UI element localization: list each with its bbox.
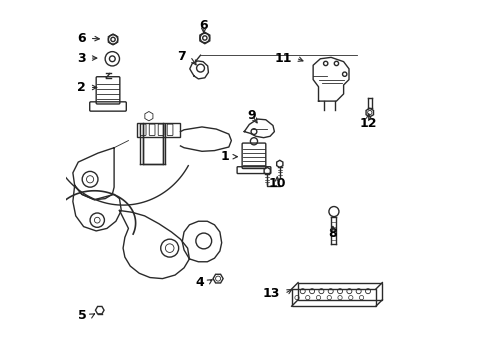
Text: 2: 2 <box>76 81 85 94</box>
Text: 10: 10 <box>269 177 286 190</box>
Text: 9: 9 <box>248 109 256 122</box>
Bar <box>292 289 376 306</box>
Text: 3: 3 <box>77 51 85 64</box>
Text: 13: 13 <box>263 287 280 300</box>
Bar <box>137 123 180 137</box>
Text: 6: 6 <box>199 19 208 32</box>
Text: 5: 5 <box>78 309 87 322</box>
Text: 7: 7 <box>177 50 186 63</box>
Bar <box>298 283 382 300</box>
Text: 8: 8 <box>329 227 337 240</box>
Text: 6: 6 <box>77 32 85 45</box>
Text: 12: 12 <box>360 117 377 130</box>
Text: 11: 11 <box>274 51 292 64</box>
Text: 1: 1 <box>220 150 229 163</box>
Text: 4: 4 <box>195 276 204 289</box>
